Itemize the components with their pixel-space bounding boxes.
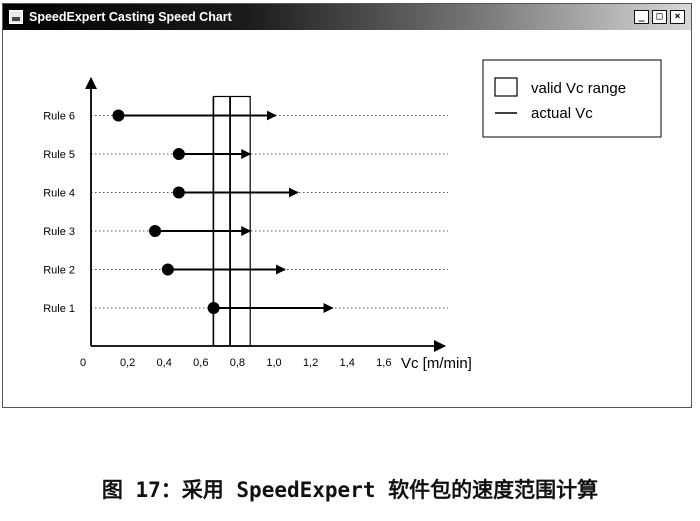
rule-arrows [112, 110, 332, 315]
legend-range-label: valid Vc range [531, 80, 626, 97]
legend: valid Vc range actual Vc [483, 60, 661, 137]
minimize-button[interactable]: _ [634, 10, 649, 24]
x-ticks: 0 0,2 0,4 0,6 0,8 1,0 1,2 1,4 1,6 Vc [m/min] [80, 355, 472, 372]
window-controls: _ □ × [634, 10, 685, 24]
x-tick-label: 0,6 [193, 357, 208, 369]
x-tick-label: 0,4 [157, 357, 172, 369]
rule-labels: Rule 1 Rule 2 Rule 3 Rule 4 Rule 5 Rule 6 [43, 111, 75, 316]
x-tick-label: 1,2 [303, 357, 318, 369]
title-bar[interactable]: SpeedExpert Casting Speed Chart _ □ × [3, 4, 691, 30]
axes [91, 78, 445, 346]
speed-chart: 0 0,2 0,4 0,6 0,8 1,0 1,2 1,4 1,6 Vc [m/min] Rule… [3, 30, 691, 408]
maximize-button[interactable]: □ [652, 10, 667, 24]
x-tick-label: 1,6 [376, 357, 391, 369]
x-axis-label: Vc [m/min] [401, 355, 472, 372]
rule-label: Rule 5 [43, 149, 75, 161]
legend-box [483, 60, 661, 137]
app-icon [9, 10, 23, 24]
close-button[interactable]: × [670, 10, 685, 24]
x-tick-label: 1,4 [340, 357, 355, 369]
rule-label: Rule 3 [43, 226, 75, 238]
chart-area: 0 0,2 0,4 0,6 0,8 1,0 1,2 1,4 1,6 Vc [m/min] Rule… [3, 30, 691, 408]
x-tick-label: 1,0 [266, 357, 281, 369]
rule-label: Rule 1 [43, 303, 75, 315]
rule-start-dot [149, 225, 161, 237]
rule-start-dot [173, 148, 185, 160]
rule-start-dot [173, 187, 185, 199]
legend-actual-label: actual Vc [531, 105, 593, 122]
x-tick-label: 0 [80, 357, 86, 369]
rule-label: Rule 4 [43, 188, 75, 200]
dotted-guides [91, 116, 448, 309]
rule-label: Rule 2 [43, 265, 75, 277]
rule-start-dot [112, 110, 124, 122]
rule-start-dot [208, 302, 220, 314]
figure-caption: 图 17：采用 SpeedExpert 软件包的速度范围计算 [0, 474, 700, 504]
rule-label: Rule 6 [43, 111, 75, 123]
window-title: SpeedExpert Casting Speed Chart [29, 4, 232, 30]
x-tick-label: 0,8 [230, 357, 245, 369]
rule-start-dot [162, 264, 174, 276]
x-tick-label: 0,2 [120, 357, 135, 369]
